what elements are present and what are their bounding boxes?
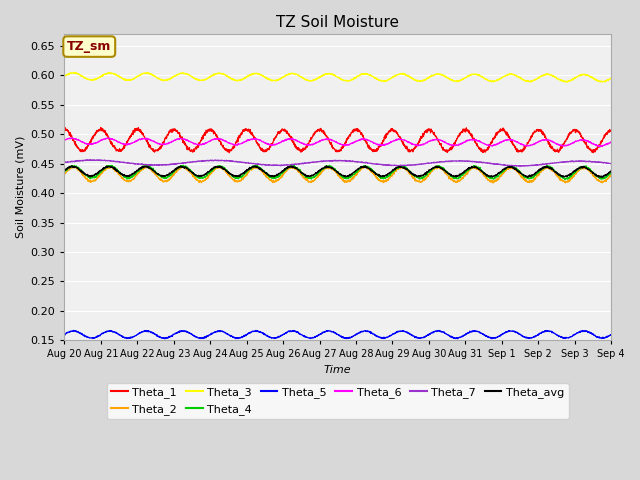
Theta_4 bbox=[497, 170, 504, 176]
Line: Theta_avg: Theta_avg bbox=[65, 166, 611, 177]
Theta_5 bbox=[61, 332, 68, 337]
Theta_4 bbox=[561, 177, 569, 182]
Theta_1 bbox=[497, 128, 505, 133]
Line: Theta_5: Theta_5 bbox=[65, 330, 611, 339]
Text: TZ_sm: TZ_sm bbox=[67, 40, 111, 53]
Theta_1 bbox=[559, 141, 567, 146]
Line: Theta_1: Theta_1 bbox=[65, 128, 611, 153]
Theta_5 bbox=[559, 335, 567, 340]
Theta_3 bbox=[575, 73, 582, 79]
Theta_5 bbox=[497, 332, 505, 338]
Theta_4 bbox=[61, 169, 68, 175]
Line: Theta_7: Theta_7 bbox=[65, 160, 611, 166]
Theta_2 bbox=[179, 163, 187, 169]
Theta_7 bbox=[365, 161, 373, 167]
Theta_3 bbox=[497, 76, 504, 82]
Theta_5 bbox=[70, 327, 78, 333]
Theta_avg bbox=[213, 164, 221, 170]
Theta_2 bbox=[365, 167, 373, 173]
Theta_4 bbox=[354, 168, 362, 174]
Theta_7 bbox=[61, 160, 68, 166]
Theta_1 bbox=[97, 125, 105, 131]
Theta_3 bbox=[71, 70, 79, 75]
Theta_6 bbox=[595, 144, 602, 149]
Theta_6 bbox=[607, 139, 615, 145]
Theta_2 bbox=[213, 164, 221, 170]
Theta_6 bbox=[67, 135, 74, 141]
Theta_3 bbox=[365, 72, 373, 78]
Theta_6 bbox=[365, 138, 373, 144]
Theta_avg bbox=[68, 163, 76, 168]
Theta_7 bbox=[86, 157, 94, 163]
Theta_avg bbox=[607, 168, 615, 173]
Theta_avg bbox=[365, 166, 373, 172]
Theta_6 bbox=[61, 138, 68, 144]
Theta_1 bbox=[366, 144, 374, 150]
Theta_avg bbox=[559, 173, 567, 179]
Theta_3 bbox=[559, 78, 567, 84]
Theta_2 bbox=[490, 180, 497, 186]
Y-axis label: Soil Moisture (mV): Soil Moisture (mV) bbox=[15, 136, 25, 239]
Theta_1 bbox=[225, 150, 233, 156]
Theta_7 bbox=[213, 158, 221, 164]
Theta_5 bbox=[575, 330, 582, 336]
Theta_5 bbox=[607, 332, 615, 337]
Theta_6 bbox=[354, 138, 362, 144]
Line: Theta_4: Theta_4 bbox=[65, 165, 611, 180]
Line: Theta_6: Theta_6 bbox=[65, 138, 611, 146]
Theta_7 bbox=[575, 158, 582, 164]
Theta_1 bbox=[607, 129, 615, 134]
Theta_3 bbox=[598, 79, 606, 85]
Theta_5 bbox=[214, 328, 221, 334]
Line: Theta_3: Theta_3 bbox=[65, 72, 611, 82]
Theta_4 bbox=[213, 164, 221, 170]
Theta_1 bbox=[61, 125, 68, 131]
Theta_avg bbox=[497, 169, 504, 175]
Title: TZ Soil Moisture: TZ Soil Moisture bbox=[276, 15, 399, 30]
Theta_5 bbox=[366, 330, 374, 336]
Theta_3 bbox=[213, 71, 221, 76]
Theta_4 bbox=[559, 175, 567, 181]
Theta_2 bbox=[61, 172, 68, 178]
Theta_1 bbox=[354, 129, 362, 134]
Theta_1 bbox=[213, 133, 221, 139]
Theta_2 bbox=[497, 174, 505, 180]
Theta_1 bbox=[575, 129, 582, 134]
Theta_5 bbox=[354, 330, 362, 336]
Theta_7 bbox=[515, 163, 523, 169]
Theta_3 bbox=[61, 73, 68, 79]
Theta_avg bbox=[61, 168, 68, 174]
Theta_7 bbox=[497, 162, 504, 168]
Theta_7 bbox=[559, 159, 567, 165]
Theta_6 bbox=[497, 139, 504, 145]
Theta_2 bbox=[607, 172, 615, 178]
Theta_4 bbox=[575, 166, 582, 172]
X-axis label: Time: Time bbox=[324, 365, 351, 375]
Theta_4 bbox=[253, 162, 261, 168]
Theta_4 bbox=[607, 169, 615, 175]
Theta_5 bbox=[161, 336, 169, 342]
Theta_3 bbox=[607, 75, 615, 81]
Theta_avg bbox=[524, 174, 531, 180]
Theta_7 bbox=[354, 159, 362, 165]
Legend: Theta_1, Theta_2, Theta_3, Theta_4, Theta_5, Theta_6, Theta_7, Theta_avg: Theta_1, Theta_2, Theta_3, Theta_4, Thet… bbox=[107, 383, 568, 419]
Theta_6 bbox=[575, 138, 582, 144]
Theta_6 bbox=[213, 136, 221, 142]
Theta_avg bbox=[575, 166, 582, 172]
Theta_2 bbox=[354, 169, 362, 175]
Theta_3 bbox=[354, 73, 362, 79]
Theta_2 bbox=[559, 179, 567, 184]
Theta_2 bbox=[575, 168, 582, 174]
Theta_6 bbox=[559, 143, 567, 149]
Line: Theta_2: Theta_2 bbox=[65, 166, 611, 183]
Theta_7 bbox=[607, 161, 615, 167]
Theta_4 bbox=[365, 165, 373, 170]
Theta_avg bbox=[354, 166, 362, 172]
